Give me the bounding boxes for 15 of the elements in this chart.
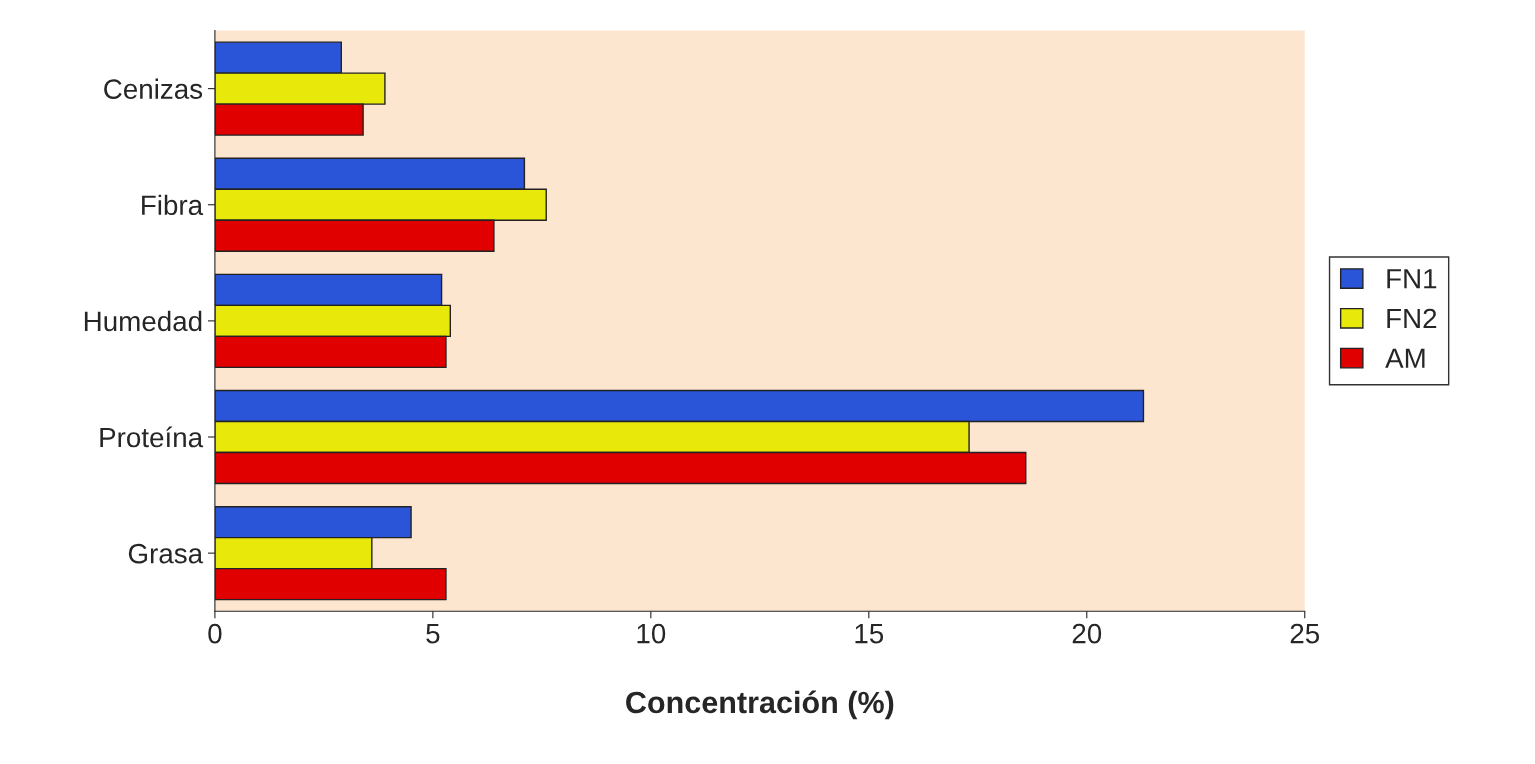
y-tick-label: Grasa [128,543,204,564]
x-tick-label: 5 [426,624,440,644]
y-tick-label: Humedad [84,310,202,332]
x-tick-label: 0 [208,623,222,644]
y-tick-label: Proteína [100,426,204,448]
y-tick-label: Fibra [142,194,204,216]
x-tick-label: 10 [637,623,666,644]
x-tick-label: 15 [855,624,884,644]
y-tick-label: Cenizas [104,78,203,99]
x-axis-title: Concentración (%) [626,690,894,720]
legend-label: AM [1385,348,1425,368]
x-tick-label: 20 [1072,623,1102,644]
x-tick-label: 25 [1290,623,1320,644]
legend-label: FN2 [1387,308,1437,329]
legend-label: FN1 [1387,269,1437,289]
